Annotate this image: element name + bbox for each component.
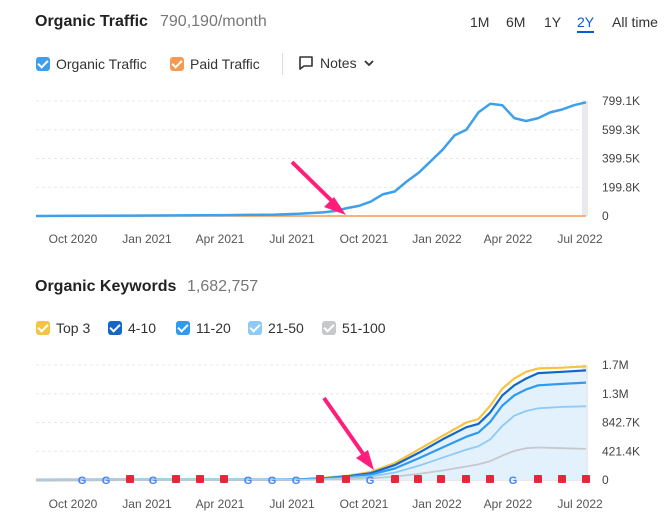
y-tick-label: 1.3M (602, 387, 629, 401)
checkbox-checked-icon[interactable] (176, 321, 190, 335)
legend-label: Paid Traffic (190, 56, 260, 72)
organic-traffic-value: 790,190/month (160, 13, 267, 30)
legend-top-3[interactable]: Top 3 (36, 320, 90, 336)
x-tick-label: Oct 2020 (49, 497, 98, 511)
legend-label: 11-20 (196, 320, 231, 336)
annotation-arrowhead-icon (356, 450, 374, 470)
legend-21-50[interactable]: 21-50 (248, 320, 304, 336)
annotation-arrow-icon (290, 160, 340, 209)
legend-label: 51-100 (342, 320, 386, 336)
google-update-icon: G (366, 475, 375, 487)
annotation-arrowhead-icon (324, 197, 346, 215)
flag-icon (220, 475, 228, 483)
range-1m[interactable]: 1M (470, 14, 490, 30)
y-tick-label: 0 (602, 209, 609, 223)
legend-51-100[interactable]: 51-100 (322, 320, 386, 336)
google-update-icon: G (78, 475, 87, 487)
google-update-icon: G (292, 475, 301, 487)
range-2y[interactable]: 2Y (577, 14, 595, 33)
y-tick-label: 842.7K (602, 416, 640, 430)
notes-label: Notes (320, 55, 357, 71)
x-tick-label: Jul 2021 (269, 497, 315, 511)
legend-organic-traffic[interactable]: Organic Traffic (36, 56, 147, 72)
series-area (36, 370, 586, 480)
legend-label: Top 3 (56, 320, 91, 336)
y-tick-label: 421.4K (602, 444, 640, 458)
flag-icon (126, 475, 134, 483)
y-tick-label: 199.8K (602, 180, 640, 194)
legend-divider (282, 53, 283, 75)
x-tick-label: Jan 2021 (122, 497, 172, 511)
y-tick-label: 599.3K (602, 123, 640, 137)
legend-paid-traffic[interactable]: Paid Traffic (170, 56, 260, 72)
x-tick-label: Jul 2022 (557, 232, 603, 246)
flag-icon (462, 475, 470, 483)
checkbox-checked-icon[interactable] (36, 57, 50, 71)
flag-icon (316, 475, 324, 483)
flag-icon (172, 475, 180, 483)
x-tick-label: Jul 2022 (557, 497, 603, 511)
x-tick-label: Oct 2021 (340, 497, 389, 511)
checkbox-checked-icon[interactable] (108, 321, 122, 335)
current-period-marker (582, 101, 588, 216)
x-tick-label: Jan 2021 (122, 232, 172, 246)
flag-icon (534, 475, 542, 483)
flag-icon (558, 475, 566, 483)
flag-icon (414, 475, 422, 483)
flag-icon (342, 475, 350, 483)
x-tick-label: Jan 2022 (412, 232, 462, 246)
flag-icon (437, 475, 445, 483)
y-tick-label: 1.7M (602, 358, 629, 372)
google-update-icon: G (244, 475, 253, 487)
series-line (35, 101, 587, 218)
y-tick-label: 399.5K (602, 152, 640, 166)
x-tick-label: Apr 2022 (484, 497, 533, 511)
x-tick-label: Apr 2022 (484, 232, 533, 246)
checkbox-checked-icon[interactable] (36, 321, 50, 335)
series-line (36, 446, 587, 481)
annotation-arrow-icon (322, 396, 368, 460)
x-tick-label: Apr 2021 (196, 497, 245, 511)
organic-keywords-title: Organic Keywords (35, 278, 177, 295)
range-all-time[interactable]: All time (612, 14, 658, 30)
checkbox-checked-icon[interactable] (170, 57, 184, 71)
checkbox-checked-icon[interactable] (248, 321, 262, 335)
y-tick-label: 799.1K (602, 94, 640, 108)
y-tick-label: 0 (602, 473, 609, 487)
chevron-down-icon (363, 60, 374, 67)
legend-4-10[interactable]: 4-10 (108, 320, 156, 336)
flag-icon (391, 475, 399, 483)
legend-label: Organic Traffic (56, 56, 147, 72)
checkbox-checked-icon[interactable] (322, 321, 336, 335)
organic-keywords-chart: 1.7M 1.3M 842.7K 421.4K 0 Oct 2020 Jan 2021 Apr… (35, 358, 640, 511)
organic-traffic-title: Organic Traffic (35, 13, 148, 30)
flag-icon (196, 475, 204, 483)
organic-keywords-value: 1,682,757 (187, 278, 259, 295)
legend-label: 21-50 (268, 320, 304, 336)
google-update-icon: G (149, 475, 158, 487)
flag-icon (582, 475, 590, 483)
google-update-icon: G (509, 475, 518, 487)
legend-label: 4-10 (128, 320, 157, 336)
organic-traffic-chart: 799.1K 599.3K 399.5K 199.8K 0 Oct 2020 Jan 202… (35, 94, 640, 246)
flag-icon (486, 475, 494, 483)
x-tick-label: Jan 2022 (412, 497, 462, 511)
google-update-icon: G (268, 475, 277, 487)
x-tick-label: Apr 2021 (196, 232, 245, 246)
x-tick-label: Oct 2020 (49, 232, 98, 246)
x-tick-label: Oct 2021 (340, 232, 389, 246)
google-update-icon: G (102, 475, 111, 487)
x-tick-label: Jul 2021 (269, 232, 315, 246)
legend-11-20[interactable]: 11-20 (176, 320, 231, 336)
notes-button[interactable]: Notes (298, 55, 375, 71)
notes-icon (299, 56, 313, 70)
range-1y[interactable]: 1Y (544, 14, 562, 30)
range-6m[interactable]: 6M (506, 14, 526, 30)
